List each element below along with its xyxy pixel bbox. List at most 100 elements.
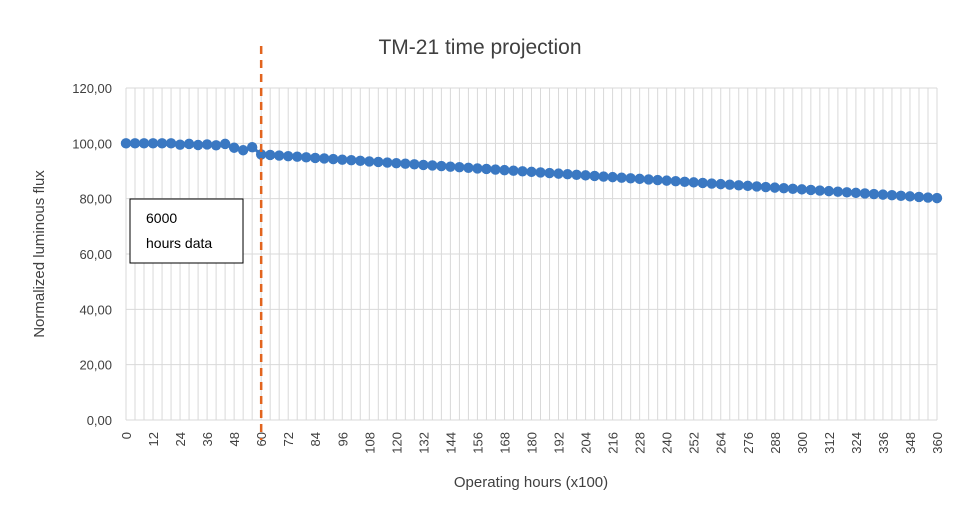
x-tick-label: 180 xyxy=(525,432,540,454)
data-point xyxy=(886,189,898,201)
x-tick-label: 204 xyxy=(579,432,594,454)
data-point xyxy=(922,192,934,203)
x-tick-label: 168 xyxy=(497,432,512,454)
data-point xyxy=(607,171,618,183)
data-point xyxy=(535,167,546,178)
data-point xyxy=(562,169,573,180)
data-point xyxy=(832,186,844,197)
annotation-line-2: hours data xyxy=(146,235,212,251)
data-point xyxy=(580,170,591,181)
data-point xyxy=(273,150,285,161)
data-point xyxy=(850,187,862,199)
data-point xyxy=(192,139,204,151)
x-tick-label: 156 xyxy=(470,432,485,454)
data-point xyxy=(571,169,582,180)
annotation-line-1: 6000 xyxy=(146,210,177,226)
data-point xyxy=(165,138,177,149)
data-point xyxy=(346,155,357,166)
y-tick-label: 120,00 xyxy=(72,81,112,96)
data-point xyxy=(210,140,222,151)
x-tick-label: 144 xyxy=(443,432,458,454)
y-axis-ticks: 0,00 20,00 40,00 60,00 80,00 100,00 120,00 xyxy=(72,81,112,428)
data-point xyxy=(544,167,555,179)
data-point xyxy=(805,184,817,196)
data-point xyxy=(337,154,348,165)
x-tick-label: 300 xyxy=(795,432,810,454)
y-axis-title: Normalized luminous flux xyxy=(31,170,48,338)
x-tick-label: 264 xyxy=(714,432,729,454)
data-point xyxy=(877,189,889,200)
data-point xyxy=(724,179,735,190)
data-point xyxy=(445,161,456,172)
data-point xyxy=(526,166,537,178)
y-tick-label: 80,00 xyxy=(79,192,112,207)
y-tick-label: 0,00 xyxy=(87,413,112,428)
x-tick-label: 132 xyxy=(416,432,431,454)
data-point xyxy=(625,173,636,184)
series-flux xyxy=(120,138,943,204)
data-point xyxy=(418,159,429,171)
x-tick-label: 96 xyxy=(335,432,350,446)
data-point xyxy=(373,156,384,168)
data-point xyxy=(634,173,645,185)
data-point xyxy=(517,166,528,177)
data-point xyxy=(598,171,609,182)
data-point xyxy=(670,176,681,187)
data-point xyxy=(787,183,799,194)
data-point xyxy=(814,185,826,196)
x-tick-label: 216 xyxy=(606,432,621,454)
data-point xyxy=(138,138,150,149)
x-tick-label: 48 xyxy=(227,432,242,446)
x-tick-label: 228 xyxy=(633,432,648,454)
x-tick-label: 72 xyxy=(281,432,296,446)
y-tick-label: 60,00 xyxy=(79,247,112,262)
annotation-box: 6000 hours data xyxy=(129,198,244,264)
data-point xyxy=(796,184,808,195)
data-point xyxy=(715,178,726,190)
data-point xyxy=(913,191,925,203)
data-point xyxy=(472,163,483,174)
x-tick-label: 84 xyxy=(308,432,323,446)
data-point xyxy=(219,138,231,150)
x-tick-label: 288 xyxy=(768,432,783,454)
y-tick-label: 20,00 xyxy=(79,358,112,373)
x-tick-label: 36 xyxy=(200,432,215,446)
data-point xyxy=(436,160,447,172)
x-tick-label: 276 xyxy=(741,432,756,454)
data-point xyxy=(201,139,213,150)
data-point xyxy=(769,182,780,193)
chart-title: TM-21 time projection xyxy=(378,36,581,59)
data-point xyxy=(310,152,321,164)
plot-grid xyxy=(125,87,938,421)
data-point xyxy=(129,138,141,149)
x-tick-label: 312 xyxy=(822,432,837,454)
x-tick-label: 120 xyxy=(389,432,404,454)
data-point xyxy=(237,145,249,156)
data-point xyxy=(382,157,393,168)
data-point xyxy=(319,153,330,164)
data-point xyxy=(697,177,708,189)
y-tick-label: 40,00 xyxy=(79,302,112,317)
data-point xyxy=(255,149,267,160)
x-tick-label: 108 xyxy=(362,432,377,454)
data-point xyxy=(751,181,762,192)
data-point xyxy=(400,158,411,169)
data-point xyxy=(508,165,519,176)
data-point xyxy=(895,190,907,201)
data-point xyxy=(481,163,492,175)
data-point xyxy=(364,156,375,167)
data-point xyxy=(760,181,771,193)
data-point xyxy=(355,155,366,167)
data-point xyxy=(841,187,853,198)
x-axis-ticks: 0 12 24 36 48 60 72 84 96 108 120 132 144 156 168 180 19… xyxy=(119,432,945,454)
data-point xyxy=(823,185,835,197)
data-point xyxy=(147,138,159,149)
data-point xyxy=(283,150,294,162)
data-point xyxy=(120,138,132,149)
data-point xyxy=(427,160,438,171)
data-point xyxy=(490,164,501,175)
data-point xyxy=(328,153,339,165)
data-point xyxy=(156,138,168,149)
x-tick-label: 192 xyxy=(552,432,567,454)
